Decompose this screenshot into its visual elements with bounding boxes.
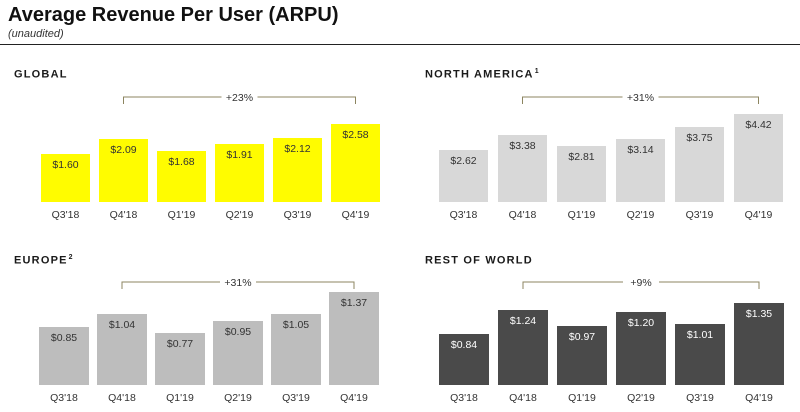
page-subtitle: (unaudited)	[8, 28, 64, 40]
bar-value-label: $3.14	[627, 144, 653, 156]
x-tick-label: Q2'19	[627, 209, 655, 221]
bar-value-label: $0.95	[225, 326, 251, 338]
bar-value-label: $1.91	[226, 149, 252, 161]
x-tick-label: Q3'19	[686, 209, 714, 221]
bar	[557, 146, 606, 202]
bar-value-label: $1.20	[628, 317, 654, 329]
bar-value-label: $0.77	[167, 338, 193, 350]
chart-north-america: $2.62 Q3'18 $3.38 Q4'18 $2.81 Q1'19 $3.14 Q2'19…	[439, 91, 783, 221]
bar-value-label: $2.58	[342, 129, 368, 141]
bar-value-label: $1.04	[109, 319, 135, 331]
growth-label-backdrop	[623, 276, 659, 288]
growth-label: +9%	[630, 277, 651, 289]
bar	[273, 138, 322, 202]
bar-value-label: $4.42	[745, 119, 771, 131]
growth-label-backdrop	[220, 276, 256, 288]
bar-value-label: $1.35	[746, 308, 772, 320]
panel-title-north-america: NORTH AMERICA1	[425, 68, 539, 81]
bar	[498, 135, 547, 202]
x-tick-label: Q3'18	[52, 209, 80, 221]
bar-value-label: $0.84	[451, 339, 477, 351]
bar-value-label: $1.05	[283, 319, 309, 331]
bar	[616, 139, 665, 202]
panel-title-text: GLOBAL	[14, 68, 68, 81]
x-tick-label: Q3'19	[284, 209, 312, 221]
x-tick-label: Q2'19	[627, 392, 655, 404]
bar	[99, 139, 148, 202]
panel-title-text: NORTH AMERICA	[425, 68, 534, 81]
x-tick-label: Q4'18	[108, 392, 136, 404]
bar-value-label: $0.97	[569, 331, 595, 343]
x-tick-label: Q4'18	[509, 392, 537, 404]
bar	[157, 151, 206, 202]
bar-value-label: $2.09	[110, 144, 136, 156]
growth-label: +23%	[226, 92, 253, 104]
bar-value-label: $2.81	[568, 151, 594, 163]
growth-label-backdrop	[221, 91, 258, 103]
panel-title-footnote: 2	[68, 254, 73, 261]
bar	[734, 303, 784, 385]
bar	[498, 310, 548, 385]
bar	[329, 292, 379, 385]
bar	[41, 154, 90, 202]
bar	[675, 127, 724, 202]
chart-global: $1.60 Q3'18 $2.09 Q4'18 $1.68 Q1'19 $1.91 Q2'19…	[41, 91, 380, 221]
bar	[271, 314, 321, 385]
x-tick-label: Q3'18	[450, 392, 478, 404]
x-tick-label: Q3'19	[282, 392, 310, 404]
panel-title-text: REST OF WORLD	[425, 254, 533, 267]
x-tick-label: Q4'18	[110, 209, 138, 221]
bar	[215, 144, 264, 202]
growth-label: +31%	[224, 277, 251, 289]
bar-value-label: $0.85	[51, 332, 77, 344]
bar	[557, 326, 607, 385]
bar	[39, 327, 89, 385]
chart-europe: $0.85 Q3'18 $1.04 Q4'18 $0.77 Q1'19 $0.95 Q2'19…	[39, 276, 379, 404]
bar	[439, 334, 489, 385]
x-tick-label: Q1'19	[168, 209, 196, 221]
panel-title-text: EUROPE	[14, 254, 68, 267]
panel-title-europe: EUROPE2	[14, 254, 73, 267]
bar-value-label: $3.38	[509, 140, 535, 152]
bar-value-label: $1.01	[687, 329, 713, 341]
x-tick-label: Q3'18	[450, 209, 478, 221]
bar	[331, 124, 380, 202]
x-tick-label: Q4'19	[340, 392, 368, 404]
x-tick-label: Q3'19	[686, 392, 714, 404]
bar-value-label: $2.12	[284, 143, 310, 155]
x-tick-label: Q2'19	[226, 209, 254, 221]
panel-title-rest-of-world: REST OF WORLD	[425, 254, 534, 267]
panel-title-footnote: 1	[534, 68, 539, 75]
panel-title-global: GLOBAL	[14, 68, 69, 81]
bar-value-label: $1.37	[341, 297, 367, 309]
bar	[616, 312, 666, 385]
x-tick-label: Q1'19	[568, 209, 596, 221]
chart-rest-of-world: $0.84 Q3'18 $1.24 Q4'18 $0.97 Q1'19 $1.20 Q2'19…	[439, 276, 784, 404]
bar-value-label: $1.68	[168, 156, 194, 168]
x-tick-label: Q1'19	[166, 392, 194, 404]
x-tick-label: Q2'19	[224, 392, 252, 404]
bar-value-label: $2.62	[450, 155, 476, 167]
x-tick-label: Q4'18	[509, 209, 537, 221]
bar-value-label: $1.60	[52, 159, 78, 171]
x-tick-label: Q4'19	[745, 392, 773, 404]
growth-label-backdrop	[622, 91, 659, 103]
bar	[97, 314, 147, 385]
bar	[213, 321, 263, 385]
bar-value-label: $1.24	[510, 315, 536, 327]
x-tick-label: Q4'19	[745, 209, 773, 221]
bar	[675, 324, 725, 385]
page-title: Average Revenue Per User (ARPU)	[8, 4, 339, 26]
x-tick-label: Q1'19	[568, 392, 596, 404]
growth-label: +31%	[627, 92, 654, 104]
x-tick-label: Q4'19	[342, 209, 370, 221]
bar	[439, 150, 488, 202]
bar	[734, 114, 783, 202]
header-divider	[0, 44, 800, 45]
x-tick-label: Q3'18	[50, 392, 78, 404]
bar-value-label: $3.75	[686, 132, 712, 144]
bar	[155, 333, 205, 385]
